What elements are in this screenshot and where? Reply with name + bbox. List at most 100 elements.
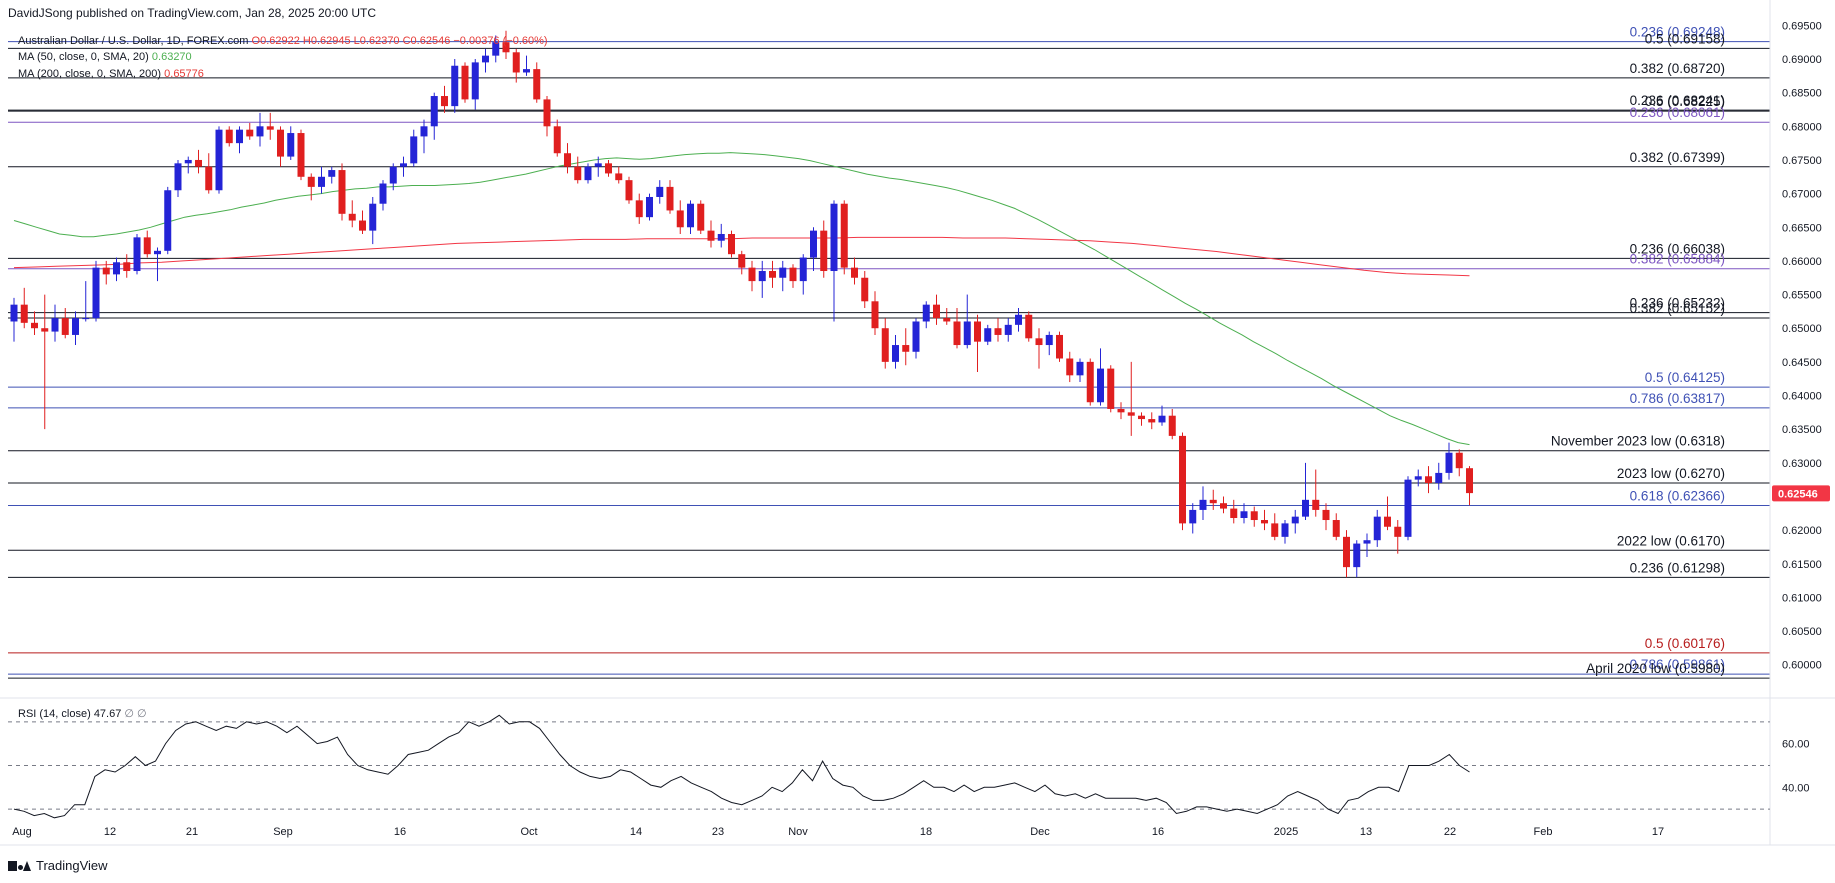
candle-body [1363,540,1371,544]
candle [20,287,28,329]
candle [697,200,705,234]
candle-body [963,321,971,346]
candle-body [799,257,807,282]
price-level-label: 0.618 (0.62366) [1630,488,1725,503]
candle-body [584,166,592,181]
candle [1384,496,1391,531]
candle [430,92,438,140]
candle-body [492,42,500,56]
candle [748,260,756,292]
candle-body [717,233,725,241]
candle [851,257,858,285]
rsi-line [13,714,1470,819]
candle [1138,412,1145,426]
candle-body [902,345,910,352]
candle [1343,530,1350,578]
candle-body [389,166,397,184]
time-tick-label: 12 [104,826,116,838]
time-tick-label: 18 [920,826,932,838]
candle-body [1455,452,1463,469]
ma50-line [13,152,1470,446]
candle-body [758,271,766,282]
candle [174,159,182,197]
candle [492,35,500,63]
price-tick-label: 0.62000 [1782,525,1822,537]
candle [307,173,315,201]
candles [10,30,1473,578]
candle-body [420,126,428,137]
candle [881,318,889,369]
candle-body [1004,324,1012,335]
candle [389,163,397,191]
candle-body [1076,361,1084,376]
price-level-label: 2023 low (0.6270) [1617,466,1725,481]
candle-body [851,267,858,278]
price-level-label: 0.5 (0.64125) [1645,370,1725,385]
candle-body [195,159,202,167]
candle-body [266,126,274,130]
candle-body [1015,314,1022,325]
rsi-value: 47.67 [93,708,122,720]
candle [51,304,59,342]
time-tick-label: Nov [788,826,808,838]
candle [933,294,940,325]
candle [1291,509,1299,534]
candle-body [933,304,940,319]
price-level-label: November 2023 low (0.6318) [1551,434,1725,449]
candle [236,126,243,154]
time-tick-label: Aug [12,826,32,838]
time-tick-label: 14 [630,826,642,838]
candle [830,200,838,322]
candle [256,112,264,147]
candle-body [1435,472,1443,484]
rsi-label: RSI (14, close) [18,708,91,720]
candle-body [277,129,284,157]
candle-body [1425,476,1432,484]
candle [318,166,325,194]
candle [225,126,233,147]
candle-body [369,203,377,231]
price-tick-label: 0.66500 [1782,222,1822,234]
candle-body [461,65,469,100]
candle-body [840,203,848,268]
price-level-label: 0.236 (0.65232) [1630,296,1725,311]
candle-body [379,183,387,204]
candle-body [184,159,192,164]
candle [92,260,100,322]
candle-body [451,65,459,107]
candle-body [974,321,981,342]
candle [1158,405,1166,426]
candle [328,166,336,184]
tradingview-brand[interactable]: TradingView [8,858,108,873]
candle-body [287,133,295,157]
candle-body [256,126,264,137]
candle-body [779,267,787,278]
candle [728,230,735,258]
ma50-label: MA (50, close, 0, SMA, 20) [18,51,149,63]
candle [666,180,674,214]
time-tick-label: Feb [1534,826,1553,838]
candle [799,254,807,295]
candle [717,223,725,248]
candle [820,220,828,278]
candle [922,301,930,329]
candle [523,55,530,76]
candle [840,200,848,275]
candle-body [1097,368,1104,403]
candle-body [1148,419,1156,423]
level-labels: 0.236 (0.69248)0.5 (0.69158) 0.382 (0.687… [1551,25,1725,677]
candle-body [1281,523,1289,537]
candle [1312,469,1320,517]
time-tick-label: 17 [1652,826,1664,838]
price-tick-label: 0.67500 [1782,155,1822,167]
candle-body [1373,516,1381,541]
candle [769,260,776,288]
candle-body [471,62,479,100]
time-tick-label: 22 [1444,826,1456,838]
candle [646,193,653,221]
time-tick-label: 2025 [1274,826,1298,838]
candle [564,143,571,174]
candle-body [1445,452,1453,473]
candle [543,96,551,137]
